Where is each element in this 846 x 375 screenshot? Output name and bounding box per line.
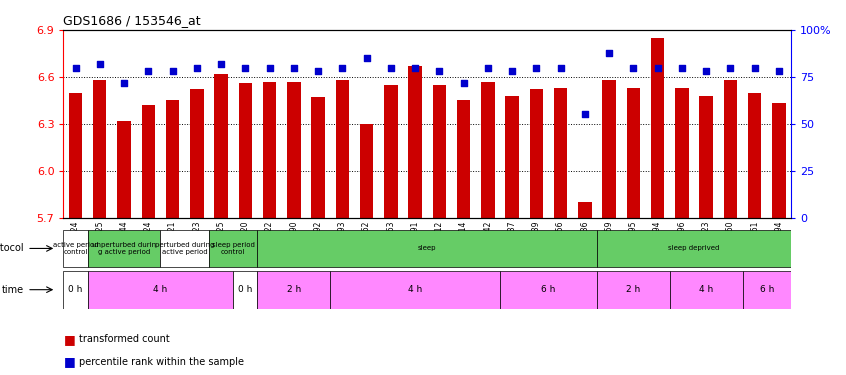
- Bar: [118, 121, 131, 218]
- Point: [69, 64, 82, 70]
- Point: [772, 68, 786, 74]
- Point: [263, 64, 277, 70]
- Text: 4 h: 4 h: [699, 285, 713, 294]
- Bar: [675, 88, 689, 218]
- Point: [214, 61, 228, 67]
- Bar: [190, 89, 204, 218]
- Text: 0 h: 0 h: [69, 285, 83, 294]
- Bar: [597, 271, 670, 309]
- Point: [530, 64, 543, 70]
- Point: [700, 68, 713, 74]
- Text: ■: ■: [63, 356, 75, 368]
- Bar: [257, 271, 330, 309]
- Text: 6 h: 6 h: [541, 285, 556, 294]
- Point: [578, 111, 591, 117]
- Point: [627, 64, 640, 70]
- Point: [651, 64, 664, 70]
- Bar: [93, 80, 107, 218]
- Point: [432, 68, 446, 74]
- Point: [166, 68, 179, 74]
- Bar: [481, 82, 495, 218]
- Text: time: time: [2, 285, 24, 295]
- Bar: [330, 271, 500, 309]
- Bar: [578, 202, 591, 217]
- Text: active period
control: active period control: [52, 242, 98, 255]
- Point: [602, 50, 616, 55]
- Point: [118, 80, 131, 86]
- Point: [287, 64, 300, 70]
- Bar: [214, 74, 228, 217]
- Bar: [63, 271, 88, 309]
- Bar: [700, 96, 713, 218]
- Text: 2 h: 2 h: [287, 285, 301, 294]
- Text: perturbed during
active period: perturbed during active period: [155, 242, 214, 255]
- Point: [409, 64, 422, 70]
- Bar: [336, 80, 349, 218]
- Bar: [311, 97, 325, 218]
- Point: [675, 64, 689, 70]
- Point: [554, 64, 568, 70]
- Bar: [141, 105, 155, 218]
- Bar: [409, 66, 422, 218]
- Point: [748, 64, 761, 70]
- Bar: [597, 230, 791, 267]
- Bar: [166, 100, 179, 218]
- Point: [239, 64, 252, 70]
- Bar: [554, 88, 568, 218]
- Bar: [69, 93, 82, 218]
- Bar: [651, 38, 664, 218]
- Point: [723, 64, 737, 70]
- Point: [141, 68, 155, 74]
- Point: [481, 64, 495, 70]
- Point: [360, 55, 373, 61]
- Bar: [723, 80, 737, 218]
- Bar: [88, 230, 161, 267]
- Bar: [772, 104, 786, 218]
- Point: [505, 68, 519, 74]
- Bar: [500, 271, 597, 309]
- Bar: [748, 93, 761, 218]
- Point: [190, 64, 204, 70]
- Bar: [457, 100, 470, 218]
- Point: [311, 68, 325, 74]
- Point: [384, 64, 398, 70]
- Text: 0 h: 0 h: [239, 285, 252, 294]
- Bar: [384, 85, 398, 218]
- Point: [336, 64, 349, 70]
- Bar: [88, 271, 233, 309]
- Text: unperturbed durin
g active period: unperturbed durin g active period: [92, 242, 157, 255]
- Bar: [432, 85, 446, 218]
- Point: [457, 80, 470, 86]
- Bar: [505, 96, 519, 218]
- Bar: [360, 124, 373, 218]
- Text: percentile rank within the sample: percentile rank within the sample: [79, 357, 244, 367]
- Text: sleep period
control: sleep period control: [212, 242, 255, 255]
- Bar: [161, 230, 209, 267]
- Bar: [209, 230, 257, 267]
- Bar: [670, 271, 743, 309]
- Text: 6 h: 6 h: [760, 285, 774, 294]
- Text: 4 h: 4 h: [153, 285, 168, 294]
- Text: 4 h: 4 h: [408, 285, 422, 294]
- Text: 2 h: 2 h: [626, 285, 640, 294]
- Bar: [627, 88, 640, 218]
- Bar: [239, 83, 252, 218]
- Text: ■: ■: [63, 333, 75, 346]
- Bar: [602, 80, 616, 218]
- Text: sleep deprived: sleep deprived: [668, 246, 720, 252]
- Point: [93, 61, 107, 67]
- Bar: [287, 82, 300, 218]
- Bar: [263, 82, 277, 218]
- Text: protocol: protocol: [0, 243, 24, 254]
- Text: GDS1686 / 153546_at: GDS1686 / 153546_at: [63, 15, 201, 27]
- Bar: [530, 89, 543, 218]
- Bar: [233, 271, 257, 309]
- Bar: [63, 230, 88, 267]
- Text: transformed count: transformed count: [79, 334, 169, 344]
- Bar: [743, 271, 791, 309]
- Text: sleep: sleep: [418, 246, 437, 252]
- Bar: [257, 230, 597, 267]
